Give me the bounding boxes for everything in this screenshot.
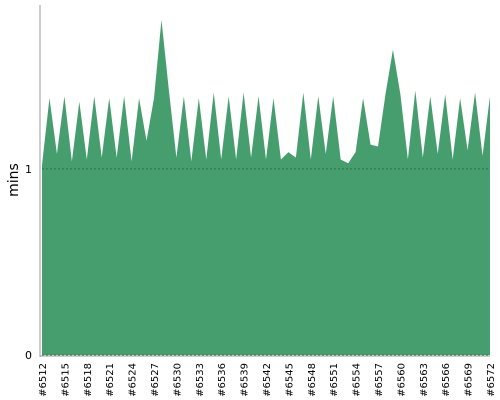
- x-tick-label: #6512: [38, 363, 49, 397]
- x-tick-label: #6569: [464, 363, 475, 397]
- x-tick-label: #6548: [307, 363, 318, 397]
- area: [42, 19, 490, 356]
- y-tick-label: 1: [25, 163, 32, 176]
- x-tick-label: #6521: [105, 363, 116, 397]
- x-tick-label: #6560: [396, 363, 407, 397]
- y-tick-label: 0: [25, 349, 32, 362]
- y-axis-label: mins: [6, 163, 22, 197]
- x-tick-label: #6563: [419, 363, 430, 397]
- x-tick-label: #6557: [374, 363, 385, 397]
- x-tick-label: #6545: [284, 363, 295, 397]
- x-tick-label: #6542: [262, 363, 273, 397]
- x-tick-label: #6539: [240, 363, 251, 397]
- x-tick-label: #6524: [128, 363, 139, 397]
- x-tick-label: #6518: [83, 363, 94, 397]
- x-tick-label: #6554: [352, 363, 363, 397]
- x-tick-label: #6536: [217, 363, 228, 397]
- x-tick-label: #6527: [150, 363, 161, 397]
- x-tick-label: #6533: [195, 363, 206, 397]
- x-tick-label: #6530: [172, 363, 183, 397]
- x-tick-label: #6566: [441, 363, 452, 397]
- x-tick-label: #6551: [329, 363, 340, 397]
- x-tick-label: #6515: [60, 363, 71, 397]
- x-tick-label: #6572: [486, 363, 497, 397]
